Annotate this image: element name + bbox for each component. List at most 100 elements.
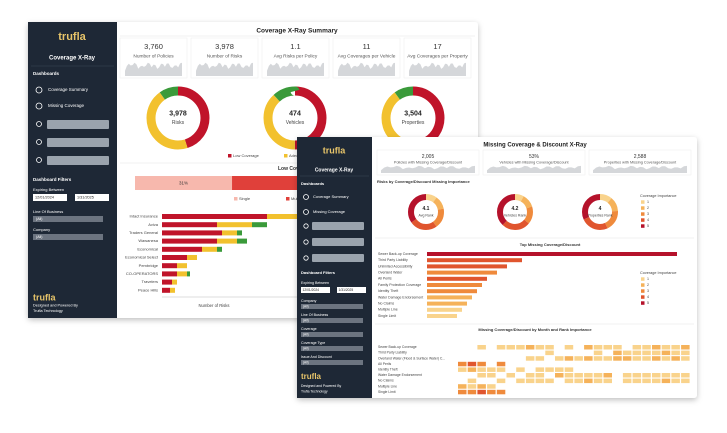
category-label: Pembridge bbox=[139, 263, 159, 268]
heatmap-cell bbox=[671, 378, 680, 384]
donut-segment bbox=[408, 194, 444, 230]
footer-text: Designed and Powered By bbox=[301, 384, 341, 388]
nav-button[interactable] bbox=[312, 254, 364, 262]
heatmap-cell bbox=[467, 378, 477, 384]
nav-icon bbox=[36, 139, 42, 145]
nav-button[interactable] bbox=[312, 222, 364, 230]
category-label: Multiple Line bbox=[378, 308, 398, 312]
heatmap-cell bbox=[593, 345, 603, 350]
bar bbox=[427, 289, 477, 294]
nav-button[interactable] bbox=[47, 120, 109, 129]
logo: trufla bbox=[323, 145, 346, 155]
bar bbox=[427, 258, 522, 263]
dropdown[interactable] bbox=[301, 332, 363, 337]
bar-segment bbox=[177, 263, 187, 269]
category-label: All Perils bbox=[378, 277, 392, 281]
heatmap-cell bbox=[564, 373, 574, 378]
heatmap-cell bbox=[584, 356, 593, 361]
heatmap-cell bbox=[603, 378, 612, 384]
bar-segment bbox=[222, 230, 237, 236]
nav-item[interactable]: Missing Coverage bbox=[313, 209, 346, 214]
heatmap-cell bbox=[632, 345, 642, 350]
legend-swatch bbox=[228, 154, 232, 158]
row-label: No Claims bbox=[378, 379, 394, 383]
donut-segment bbox=[381, 86, 445, 150]
dropdown[interactable] bbox=[301, 346, 363, 351]
date-value: 12/01/2024 bbox=[35, 196, 54, 200]
kpi-value: 17 bbox=[433, 42, 441, 51]
heatmap-cell bbox=[535, 356, 545, 361]
heatmap-cell bbox=[525, 345, 535, 350]
date-input[interactable] bbox=[33, 194, 67, 201]
heatmap-cell bbox=[496, 378, 506, 384]
heatmap-cell bbox=[535, 378, 545, 384]
date-input[interactable] bbox=[301, 287, 330, 293]
footer-logo: trufla bbox=[33, 292, 56, 302]
nav-item[interactable]: Coverage Summary bbox=[48, 87, 89, 92]
heatmap-cell bbox=[487, 373, 496, 378]
legend-swatch bbox=[641, 301, 645, 305]
heatmap-cell bbox=[584, 373, 593, 378]
nav-icon bbox=[303, 209, 309, 215]
donut-segment bbox=[582, 194, 618, 230]
axis-title: Number of Risks bbox=[199, 303, 230, 308]
donut-value: 4.2 bbox=[512, 206, 519, 212]
donut-segment bbox=[263, 86, 327, 150]
heatmap-cell bbox=[545, 350, 554, 356]
filter-label: Company bbox=[301, 299, 317, 303]
heatmap-cell bbox=[564, 345, 574, 350]
date-input[interactable] bbox=[337, 287, 366, 293]
bar bbox=[427, 252, 677, 256]
heatmap-cell bbox=[613, 345, 622, 350]
nav-button[interactable] bbox=[312, 238, 364, 246]
heatmap-cell bbox=[525, 373, 535, 378]
nav-icon bbox=[303, 239, 309, 245]
legend-swatch bbox=[286, 197, 290, 201]
bar-segment bbox=[217, 246, 222, 252]
legend-swatch bbox=[641, 206, 645, 210]
heatmap-cell bbox=[564, 378, 574, 384]
legend-label: 2 bbox=[647, 206, 649, 210]
heatmap-cell bbox=[652, 373, 661, 378]
dropdown[interactable] bbox=[301, 304, 363, 309]
donut-segment bbox=[408, 194, 444, 230]
donut-label: Properties bbox=[402, 120, 425, 126]
bar-segment bbox=[237, 238, 247, 244]
nav-item[interactable]: Coverage Summary bbox=[313, 194, 349, 199]
heatmap-cell bbox=[545, 367, 554, 372]
dropdown[interactable] bbox=[33, 216, 103, 222]
footer-text: Designed and Powered By bbox=[33, 304, 78, 308]
summary-dashboard: trufla Coverage X-Ray Dashboards Coverage S… bbox=[28, 22, 478, 318]
kpi-value: 1.1 bbox=[290, 42, 300, 51]
sparkline bbox=[196, 62, 253, 76]
nav-heading: Dashboards bbox=[33, 71, 60, 76]
split-bar bbox=[135, 176, 233, 190]
donut-value: 474 bbox=[289, 110, 301, 117]
donut-segment bbox=[497, 194, 533, 230]
legend-swatch bbox=[641, 212, 645, 216]
heatmap-cell bbox=[622, 378, 632, 384]
nav-button[interactable] bbox=[47, 138, 109, 147]
heatmap-cell bbox=[593, 373, 603, 378]
nav-button[interactable] bbox=[47, 156, 109, 165]
dropdown[interactable] bbox=[301, 360, 363, 365]
heatmap-cell bbox=[477, 367, 486, 372]
date-value: 1/31/2025 bbox=[77, 196, 94, 200]
dropdown[interactable] bbox=[301, 318, 363, 323]
heatmap-cell bbox=[661, 356, 671, 361]
heatmap-cell bbox=[516, 378, 525, 384]
heatmap-cell bbox=[564, 367, 574, 372]
kpi-value: 11 bbox=[363, 42, 371, 51]
bar bbox=[427, 276, 487, 281]
heatmap-cell bbox=[555, 373, 564, 378]
date-input[interactable] bbox=[75, 194, 109, 201]
category-label: CO-OPERATORS bbox=[126, 271, 158, 276]
nav-item[interactable]: Missing Coverage bbox=[48, 103, 85, 108]
heatmap-cell bbox=[574, 373, 583, 378]
row-label: Overland Water (Flood & Surface Water) C… bbox=[378, 356, 445, 360]
bar-segment bbox=[162, 263, 177, 269]
legend-swatch bbox=[234, 197, 238, 201]
dropdown[interactable] bbox=[33, 234, 103, 240]
bar-segment bbox=[170, 287, 175, 293]
heatmap-cell bbox=[574, 378, 583, 384]
